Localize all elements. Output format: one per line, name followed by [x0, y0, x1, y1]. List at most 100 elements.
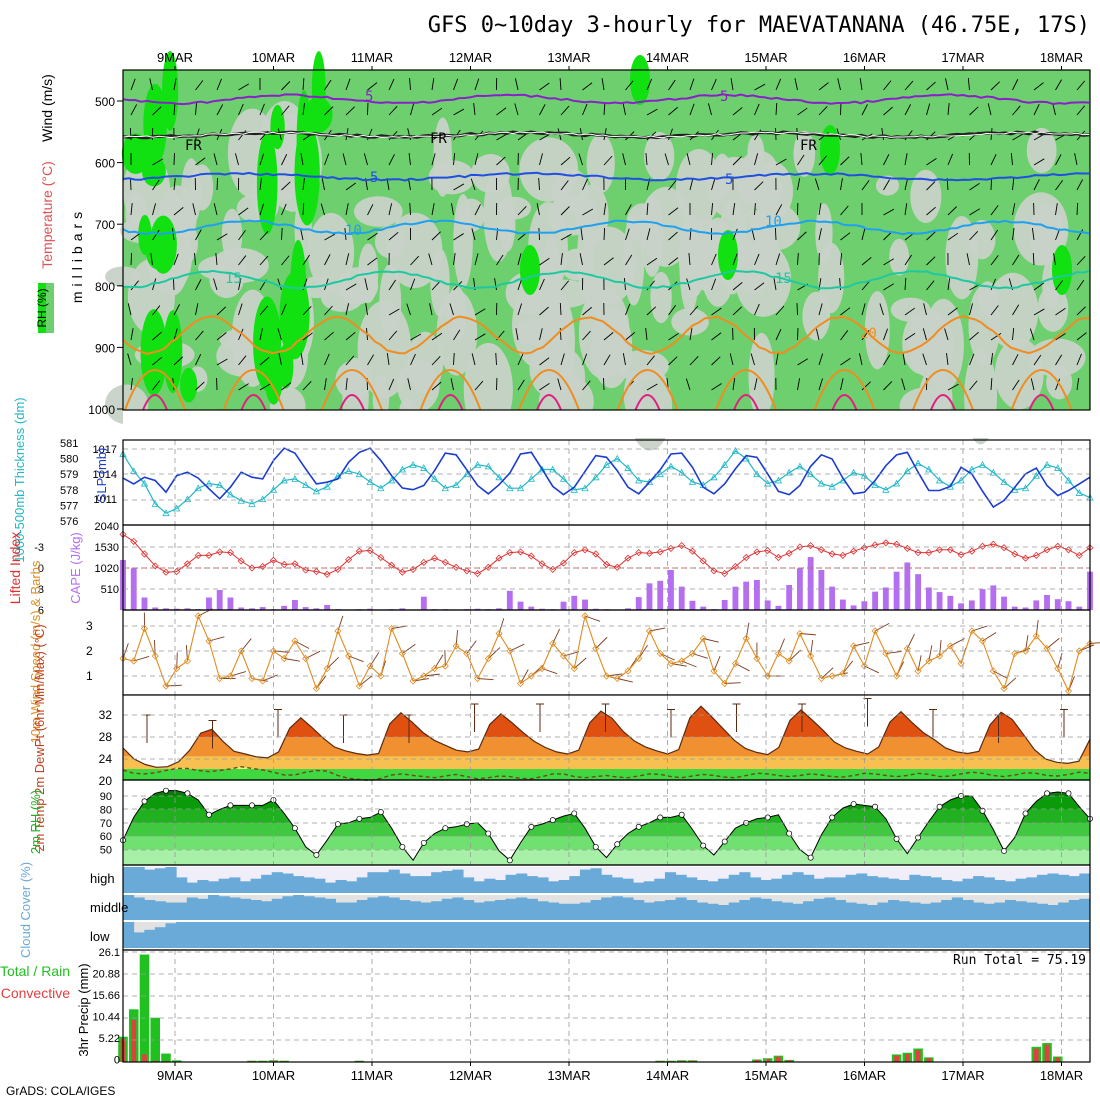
cloud-cell	[282, 873, 294, 893]
lifted-index-marker	[1021, 554, 1030, 562]
rh2m-marker	[485, 830, 492, 837]
wind-barb	[1055, 378, 1061, 391]
cloud-cell	[718, 905, 730, 920]
x-label-top: 18MAR	[1040, 50, 1083, 65]
wind-barb	[1076, 353, 1082, 366]
wind-speed-marker	[570, 664, 578, 673]
wind-barb	[711, 332, 722, 341]
wind-barb	[904, 333, 916, 341]
cape-bar	[163, 608, 169, 610]
cape-tick-label: 2040	[95, 521, 119, 533]
wind-barb	[367, 204, 374, 216]
cloud-cell	[1058, 902, 1070, 920]
surface-wind-barb	[573, 657, 587, 669]
rh2m-marker	[592, 843, 599, 850]
x-label-bottom: 17MAR	[941, 1068, 984, 1083]
cloud-cell	[197, 880, 209, 893]
wind-barb	[840, 378, 844, 391]
wind-legend-label: Wind (m/s)	[39, 74, 55, 142]
cloud-cell	[622, 897, 634, 920]
wind-barb	[192, 203, 196, 216]
cloud-cell	[941, 880, 953, 893]
cape-bar	[528, 606, 535, 610]
lifted-index-marker	[183, 560, 192, 568]
lifted-index-marker	[173, 567, 181, 576]
cloud-cell	[208, 895, 220, 920]
cloud-cell	[409, 876, 422, 893]
wind-speed-marker	[957, 659, 965, 668]
thickness-marker	[882, 485, 890, 493]
wind-barb	[1076, 332, 1087, 341]
thickness-marker	[849, 468, 858, 476]
y-tick-label: 600	[95, 157, 115, 171]
wind-speed-marker	[312, 684, 320, 693]
lifted-index-marker	[463, 567, 471, 575]
wind-speed-marker	[355, 682, 363, 690]
thickness-marker	[989, 468, 997, 476]
wind-barb	[840, 253, 843, 266]
cloud-cell	[271, 898, 283, 920]
cape-bar	[227, 597, 234, 610]
wind-barb	[1029, 328, 1035, 341]
wind-barb	[363, 153, 368, 166]
wind-barb	[345, 203, 349, 216]
wind-speed-marker	[1064, 687, 1073, 695]
surface-wind-barb	[874, 623, 890, 632]
thickness-marker	[398, 465, 407, 473]
wind-barb	[904, 104, 911, 116]
temp-tick-label: 24	[99, 752, 113, 766]
wind-barb	[646, 355, 655, 366]
wind-barb	[514, 78, 519, 91]
cloud-cell	[845, 902, 857, 920]
wind-barb	[923, 303, 927, 316]
wind-barb	[539, 153, 543, 166]
cloud-cell	[314, 897, 326, 920]
thickness-marker	[796, 462, 804, 470]
wind-speed-marker	[549, 639, 557, 648]
cape-bar	[764, 600, 771, 610]
rh-low-region	[815, 203, 833, 264]
rh2m-marker	[206, 811, 212, 818]
lifted-index-marker	[527, 552, 535, 560]
temp-contour-25	[536, 394, 562, 411]
x-label-bottom: 18MAR	[1040, 1068, 1083, 1083]
wind-barb	[1012, 354, 1019, 366]
wind-speed-marker	[645, 627, 654, 635]
rh-low-region	[889, 238, 910, 276]
cloud-cell	[473, 922, 485, 948]
upper-air-frame	[122, 69, 1091, 411]
wind-barb	[946, 353, 949, 366]
cloud-cell	[909, 902, 921, 920]
lifted-index-marker	[893, 540, 901, 548]
cloud-cell	[250, 878, 262, 893]
cloud-cell	[983, 877, 995, 893]
contour-label: 5	[365, 89, 373, 105]
wind-barb	[582, 178, 588, 191]
lifted-index-marker	[946, 546, 954, 554]
wind-barb	[646, 78, 653, 91]
wind-barb	[730, 78, 734, 91]
temp-contour-25	[142, 394, 168, 411]
wind-barb	[686, 153, 691, 166]
wind-barb	[711, 178, 716, 191]
cloud-cell	[569, 922, 581, 948]
wind-barb	[324, 331, 334, 341]
cloud-cell	[749, 922, 762, 948]
wind-barb	[646, 203, 649, 216]
cloud-cell	[335, 880, 347, 893]
rh-high-region	[161, 331, 178, 374]
wind-speed-marker	[1032, 632, 1040, 640]
cloud-cell	[643, 881, 655, 893]
wind-barb	[1052, 103, 1056, 116]
wind-barb	[195, 80, 204, 91]
cape-bar	[872, 591, 879, 610]
wind-barb	[410, 103, 415, 116]
temp-contour-25	[733, 394, 759, 411]
wind-tick-label: 2	[86, 644, 93, 658]
cape-bar	[882, 587, 889, 610]
wind-barb	[664, 153, 669, 166]
cloud-cell	[994, 880, 1006, 893]
lifted-index-marker	[474, 570, 482, 578]
wind-barb	[560, 180, 569, 191]
wind-barb	[1055, 203, 1058, 216]
